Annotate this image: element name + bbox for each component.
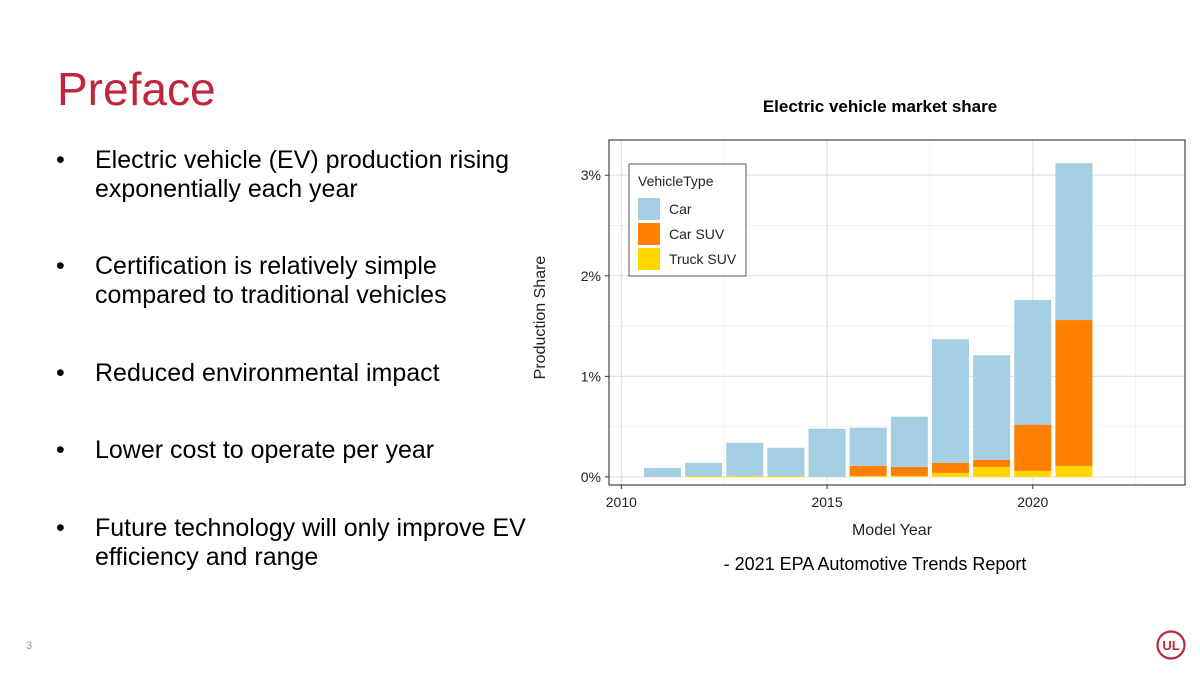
legend-label: Truck SUV xyxy=(669,251,737,267)
bar-truck-suv-2018 xyxy=(931,472,969,477)
legend-swatch-car xyxy=(638,198,660,220)
bullet-item: • Reduced environmental impact xyxy=(56,359,536,388)
bar-truck-suv-2014 xyxy=(767,475,805,477)
y-axis-label: Production Share xyxy=(532,256,549,380)
bullet-marker: • xyxy=(56,436,65,464)
bar-truck-suv-2017 xyxy=(890,475,928,477)
bar-car-2020 xyxy=(1014,299,1052,425)
y-tick-label: 2% xyxy=(581,268,601,284)
legend-swatch-car-suv xyxy=(638,223,660,245)
bar-car-2019 xyxy=(973,355,1011,460)
bar-truck-suv-2021 xyxy=(1055,465,1093,477)
bar-car-suv-2019 xyxy=(973,459,1011,467)
bullet-marker: • xyxy=(56,252,65,280)
bullet-text: Electric vehicle (EV) production rising … xyxy=(95,146,510,203)
bullet-item: • Lower cost to operate per year xyxy=(56,436,536,465)
bar-car-suv-2017 xyxy=(890,466,928,476)
source-note: - 2021 EPA Automotive Trends Report xyxy=(723,554,1027,574)
bar-car-2013 xyxy=(726,442,764,476)
bar-truck-suv-2016 xyxy=(849,475,887,477)
bullet-text: Lower cost to operate per year xyxy=(95,436,435,464)
legend-label: Car SUV xyxy=(669,226,725,242)
ul-logo: UL xyxy=(1156,630,1186,660)
bar-truck-suv-2013 xyxy=(726,475,764,477)
bar-car-2017 xyxy=(890,416,928,467)
legend-label: Car xyxy=(669,201,692,217)
legend-title: VehicleType xyxy=(638,173,714,189)
bullet-item: • Electric vehicle (EV) production risin… xyxy=(56,146,536,204)
bar-truck-suv-2020 xyxy=(1014,470,1052,477)
x-tick-label: 2015 xyxy=(811,494,842,510)
chart-title: Electric vehicle market share xyxy=(762,97,998,116)
bullet-item: • Certification is relatively simple com… xyxy=(56,252,536,310)
bar-car-2012 xyxy=(685,462,723,476)
bullet-text: Certification is relatively simple compa… xyxy=(95,252,447,309)
bar-car-suv-2016 xyxy=(849,465,887,476)
market-share-chart: 0% 1% 2% 3% 2010 2015 2020 Model Year Production… xyxy=(532,139,1186,539)
bullet-item: • Future technology will only improve EV… xyxy=(56,514,536,572)
page-number: 3 xyxy=(26,640,33,652)
x-tick-label: 2010 xyxy=(606,494,637,510)
bar-car-2018 xyxy=(931,339,969,463)
plot-border xyxy=(608,139,1186,486)
bar-car-2015 xyxy=(808,428,846,477)
bar-car-suv-2021 xyxy=(1055,320,1093,466)
bullet-marker: • xyxy=(56,359,65,387)
y-tick-label: 3% xyxy=(581,167,601,183)
x-tick-label: 2020 xyxy=(1017,494,1048,510)
slide-title: Preface xyxy=(57,63,216,115)
bar-car-2011 xyxy=(643,467,681,477)
bar-car-suv-2018 xyxy=(931,462,969,473)
x-axis-label: Model Year xyxy=(852,522,933,539)
bullet-text: Future technology will only improve EV e… xyxy=(95,514,526,571)
bullet-marker: • xyxy=(56,146,65,174)
bullet-text: Reduced environmental impact xyxy=(95,359,440,387)
bar-car-2014 xyxy=(767,447,805,476)
bar-truck-suv-2012 xyxy=(685,475,723,477)
legend-swatch-truck-suv xyxy=(638,248,660,270)
bar-car-2016 xyxy=(849,427,887,466)
y-tick-label: 1% xyxy=(581,368,601,384)
y-tick-label: 0% xyxy=(581,469,601,485)
bullet-marker: • xyxy=(56,514,65,542)
bar-car-2021 xyxy=(1055,163,1093,321)
bar-truck-suv-2019 xyxy=(973,466,1011,477)
bar-car-suv-2020 xyxy=(1014,424,1052,471)
ul-logo-text: UL xyxy=(1162,638,1179,653)
